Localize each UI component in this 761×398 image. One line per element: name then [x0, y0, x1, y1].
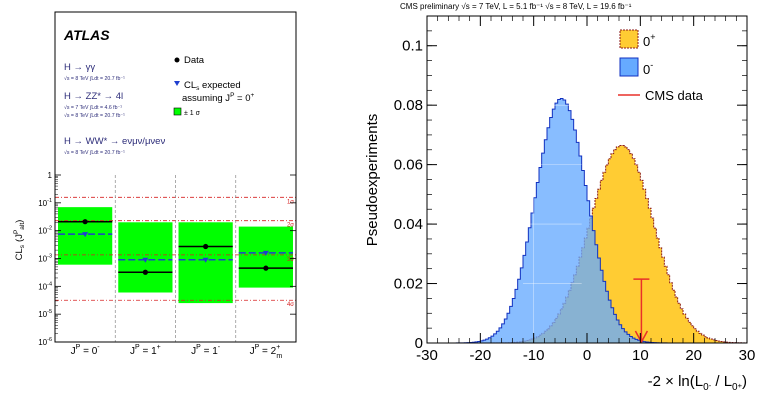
legend-data-label: Data [184, 55, 205, 66]
cms-header: CMS preliminary √s = 7 TeV, L = 5.1 fb⁻¹… [400, 2, 632, 11]
channel-lumi: √s = 8 TeV ∫Ldt = 20.7 fb⁻¹ [64, 149, 125, 156]
x-tick-label: -10 [523, 347, 545, 364]
legend-band-swatch [173, 107, 182, 116]
expected-point [262, 250, 269, 256]
atlas-brand: ATLAS [63, 27, 110, 43]
channel-lumi: √s = 8 TeV ∫Ldt = 20.7 fb⁻¹ [64, 112, 125, 119]
legend-0minus-label: 0- [643, 60, 653, 77]
sigma-label: 4σ [287, 302, 294, 308]
y-tick-label: 10-3 [38, 254, 52, 264]
sigma-band [238, 226, 293, 288]
cms-data-arrow [634, 330, 649, 344]
category-tick-label: JP = 1+ [130, 344, 161, 357]
channel-lumi: √s = 7 TeV ∫Ldt = 4.6 fb⁻¹ [64, 104, 122, 111]
observed-data-point [82, 219, 88, 225]
legend-expected-line1: CLs expected [184, 80, 241, 92]
y-tick-label: 1 [48, 171, 53, 180]
legend-band-label: ± 1 σ [184, 110, 201, 117]
observed-data-point [142, 269, 148, 275]
category-tick-label: JP = 2+ m [250, 344, 283, 360]
x-tick-label: -20 [469, 347, 491, 364]
expected-point [202, 257, 209, 263]
legend-0minus-swatch [619, 57, 639, 77]
hist-0minus [427, 97, 747, 344]
y-tick-label: 10-6 [38, 337, 52, 347]
cms-legend: 0+ 0- CMS data [618, 29, 704, 103]
channel-name: H → γγ [64, 62, 95, 73]
observed-data-point [263, 265, 269, 271]
x-tick-label: 20 [685, 347, 702, 364]
legend-0plus-swatch [619, 29, 639, 49]
y-tick-label: 10-5 [38, 309, 52, 319]
legend-expected-marker [174, 81, 180, 86]
x-tick-label: 10 [632, 347, 649, 364]
observed-data-point [203, 243, 209, 250]
cms-y-axis-title: Pseudoexperiments [364, 114, 381, 247]
sigma-label: 2σ [287, 223, 294, 229]
hist-0plus [427, 145, 748, 344]
expected-point [142, 257, 149, 263]
legend-expected-line2: assuming JP = 0+ [182, 92, 255, 104]
x-tick-label: 0 [583, 347, 591, 364]
atlas-cls-chart: 1σ 2σ 3σ 4σ 10-6 10-5 10-4 10-3 10-2 10-1 1 JP = … [13, 11, 297, 360]
expected-point [82, 232, 89, 238]
sigma-label: 3σ [287, 257, 294, 263]
channel-lumi: √s = 8 TeV ∫Ldt = 20.7 fb⁻¹ [64, 75, 125, 82]
category-tick-label: JP = 0- [71, 344, 101, 357]
y-tick-label: 10-2 [38, 226, 52, 236]
x-tick-label: 30 [739, 347, 756, 364]
atlas-plot-frame [54, 11, 297, 343]
y-tick-label: 0.04 [394, 216, 423, 233]
y-tick-label: 0.08 [394, 97, 423, 114]
category-tick-label: JP = 1- [191, 344, 221, 357]
cms-plot-frame [426, 15, 748, 344]
y-tick-label: 0.06 [394, 157, 423, 174]
y-tick-label: 10-4 [38, 281, 52, 291]
sigma-band [118, 222, 173, 293]
y-tick-label: 0.02 [394, 276, 423, 293]
channel-legend: H → γγ √s = 8 TeV ∫Ldt = 20.7 fb⁻¹ H → Z… [64, 62, 165, 156]
sigma-label: 1σ [287, 199, 294, 205]
y-tick-label: 0 [415, 335, 423, 352]
cms-x-axis-title: -2 × ln(L0- / L0+) [648, 373, 747, 393]
legend-data-marker [174, 57, 180, 63]
channel-name: H → ZZ* → 4l [64, 91, 123, 102]
y-tick-label: 0.1 [402, 38, 423, 55]
atlas-y-axis-title: CLs(JPalt) [13, 220, 26, 261]
legend-0plus-label: 0+ [643, 32, 656, 49]
atlas-legend: Data CLs expected assuming JP = 0+ ± 1 σ [173, 55, 255, 117]
x-tick-label: -30 [416, 347, 438, 364]
channel-name: H → WW* → eνμν/μνeν [64, 136, 165, 147]
legend-cms-data-label: CMS data [645, 88, 704, 103]
y-tick-label: 10-1 [38, 198, 52, 208]
